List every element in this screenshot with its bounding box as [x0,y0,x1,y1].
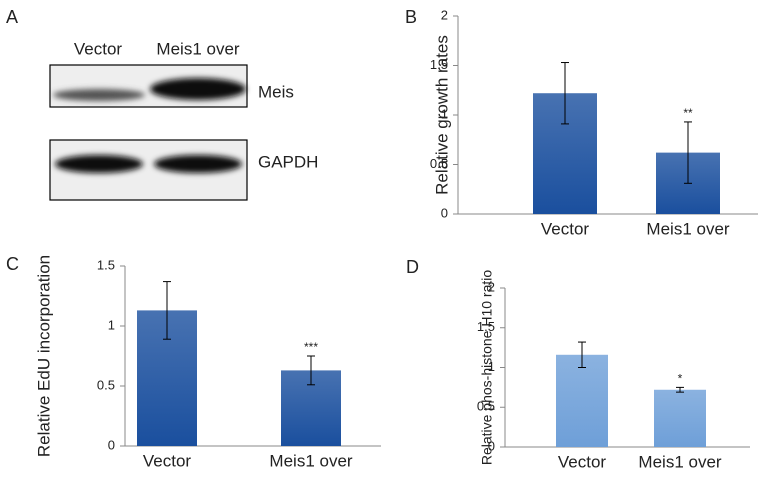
x-tick-label: Vector [143,451,192,470]
panel-label: D [406,257,419,277]
error-bar [684,121,692,184]
x-tick-label: Meis1 over [646,219,729,238]
x-tick-label: Meis1 over [269,451,352,470]
panel-label: C [6,254,19,274]
error-bar [676,386,684,393]
error-bar [578,341,586,368]
y-tick-label: 1.5 [430,57,448,72]
y-tick-label: 0 [108,437,115,452]
bar [654,389,706,447]
y-tick-label: 1 [108,317,115,332]
blot-gapdh [49,139,248,201]
blot-label: Meis [258,82,294,101]
y-tick-label: 0 [441,205,448,220]
error-bar [561,62,569,125]
y-tick-label: 0.5 [477,399,495,414]
y-tick-label: 2 [488,279,495,294]
y-tick-label: 1 [441,106,448,121]
y-tick-label: 1 [488,359,495,374]
x-tick-label: Meis1 over [638,452,721,471]
panel-label: A [6,7,18,27]
error-bar [163,281,171,340]
y-tick-label: 0.5 [97,377,115,392]
y-axis-label: Relative growth rates [432,35,451,195]
y-tick-label: 2 [441,7,448,22]
significance-label: *** [304,340,318,354]
significance-label: ** [683,106,693,120]
blot-label: GAPDH [258,152,318,171]
blot-meis [49,64,248,108]
error-bar [307,355,315,386]
y-tick-label: 1.5 [477,319,495,334]
bar [556,354,608,447]
y-axis-label: Relative phos-histone H10 ratio [479,270,495,466]
lane-label: Vector [74,39,123,58]
lane-label: Meis1 over [156,39,239,58]
x-tick-label: Vector [558,452,607,471]
y-tick-label: 1.5 [97,257,115,272]
y-tick-label: 0.5 [430,156,448,171]
significance-label: * [678,372,683,386]
y-tick-label: 0 [488,438,495,453]
y-axis-label: Relative EdU incorporation [34,255,53,457]
panel-label: B [405,7,417,27]
x-tick-label: Vector [541,219,590,238]
